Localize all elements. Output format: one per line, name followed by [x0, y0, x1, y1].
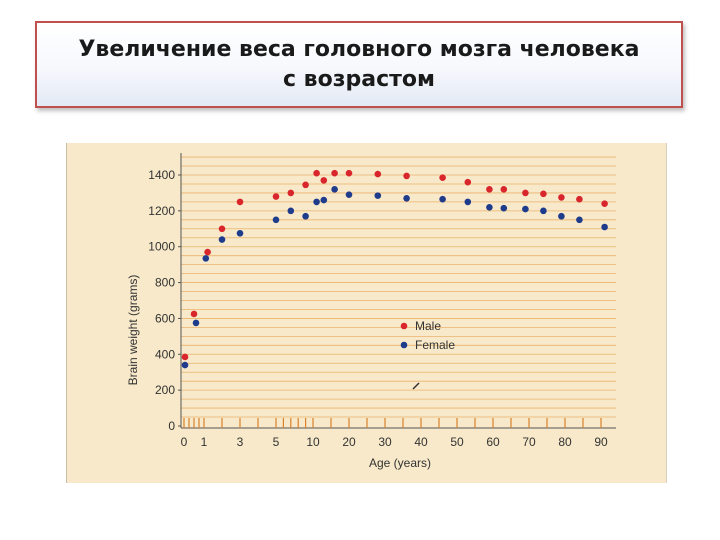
y-tick-label: 1000: [148, 240, 175, 254]
legend-marker: [400, 341, 408, 349]
y-tick-label: 0: [168, 419, 175, 433]
male-point: [464, 178, 472, 186]
x-tick-label: 5: [273, 435, 280, 449]
x-tick-label: 20: [342, 435, 356, 449]
female-point: [576, 216, 583, 224]
y-tick-label: 1400: [148, 168, 175, 182]
legend-label: Male: [415, 319, 441, 333]
male-point: [272, 193, 280, 200]
female-point: [272, 216, 280, 224]
x-tick-label: 70: [522, 435, 536, 449]
x-tick-labels: 0 1 3 5 10 20 30 40 50 60 70 80 90: [181, 435, 608, 449]
x-tick-label: 80: [558, 435, 572, 449]
female-point: [374, 192, 382, 199]
male-point: [190, 310, 198, 318]
male-point: [576, 195, 583, 203]
male-point: [181, 353, 189, 361]
male-point: [403, 172, 410, 180]
x-tick-label: 3: [237, 435, 244, 449]
female-point: [320, 196, 328, 204]
legend: Male Female: [400, 319, 455, 352]
female-point: [540, 207, 547, 215]
female-point: [439, 195, 446, 203]
legend-label: Female: [415, 338, 455, 352]
male-point: [204, 248, 211, 256]
male-point: [558, 194, 565, 201]
female-point: [287, 207, 295, 215]
grid-lines: [181, 156, 616, 418]
data-points: [181, 169, 608, 369]
female-point: [522, 205, 529, 213]
female-point: [236, 229, 244, 237]
stray-mark: [412, 382, 420, 390]
female-point: [500, 204, 508, 212]
x-tick-label: 90: [594, 435, 608, 449]
male-point: [345, 169, 353, 177]
x-tick-label: 10: [306, 435, 320, 449]
y-tick-label: 400: [155, 347, 175, 361]
y-tick-label: 600: [155, 311, 175, 325]
female-point: [202, 255, 210, 262]
axes: [180, 153, 616, 429]
female-point: [464, 198, 472, 206]
x-tick-label: 30: [378, 435, 392, 449]
slide-title-box: Увеличение веса головного мозга человека…: [35, 21, 683, 108]
female-point: [218, 236, 226, 243]
female-point: [486, 203, 493, 211]
male-point: [313, 169, 320, 177]
slide-title-line-2: с возрастом: [282, 66, 435, 92]
female-point: [601, 223, 608, 231]
male-point: [601, 200, 608, 207]
male-point: [500, 186, 508, 193]
y-tick-labels: 0 200 400 600 800 1000 1200 1400: [148, 168, 181, 433]
male-point: [374, 170, 382, 178]
male-point: [486, 186, 493, 193]
female-point: [558, 212, 565, 220]
x-tick-label: 40: [414, 435, 428, 449]
y-axis-title: Brain weight (grams): [126, 275, 140, 386]
male-point: [302, 181, 309, 189]
female-point: [403, 195, 410, 202]
y-tick-label: 200: [155, 383, 175, 397]
chart-figure: 0 200 400 600 800 1000 1200 1400 0 1 3 5 10 20 30 40 50…: [66, 143, 667, 483]
female-point: [313, 198, 320, 206]
x-tick-label: 60: [486, 435, 500, 449]
female-point: [192, 319, 200, 327]
female-point: [331, 186, 338, 193]
slide-title-line-1: Увеличение веса головного мозга человека: [78, 36, 640, 62]
male-point: [540, 190, 547, 198]
male-point: [218, 225, 226, 233]
male-point: [439, 174, 446, 181]
male-point: [331, 169, 338, 177]
female-point: [345, 191, 353, 199]
x-tick-label: 0: [181, 435, 188, 449]
male-point: [236, 198, 244, 206]
male-point: [522, 189, 529, 197]
x-axis-title: Age (years): [369, 456, 431, 470]
male-point: [287, 189, 295, 197]
female-point: [181, 361, 189, 369]
y-tick-label: 800: [155, 276, 175, 290]
female-point: [302, 212, 309, 220]
legend-marker: [400, 322, 408, 330]
y-tick-label: 1200: [148, 204, 175, 218]
male-point: [320, 177, 328, 184]
x-tick-label: 1: [201, 435, 208, 449]
x-tick-label: 50: [450, 435, 464, 449]
